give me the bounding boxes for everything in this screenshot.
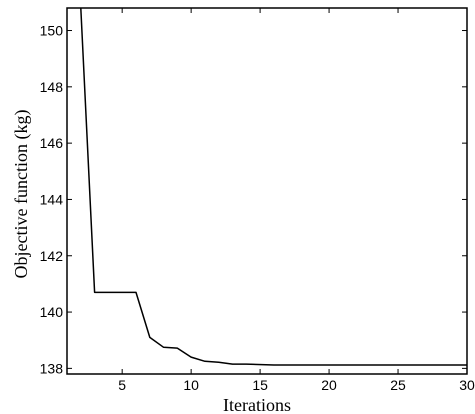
x-tick-label: 5 [118, 377, 126, 393]
y-tick-label: 142 [40, 248, 64, 264]
plot-area [66, 7, 468, 375]
x-tick-label: 10 [183, 377, 199, 393]
y-tick-label: 138 [40, 360, 64, 376]
x-tick-label: 30 [459, 377, 475, 393]
plot-frame [66, 7, 468, 375]
x-axis-title: Iterations [223, 395, 291, 414]
x-tick-label: 15 [252, 377, 268, 393]
y-axis-ticks: 138 140 142 144 146 148 150 [40, 23, 467, 376]
x-tick-label: 25 [390, 377, 406, 393]
y-tick-label: 146 [40, 135, 64, 151]
y-axis-title: Objective function (kg) [11, 110, 32, 279]
objective-series-line [80, 7, 467, 366]
x-tick-label: 20 [321, 377, 337, 393]
y-tick-label: 148 [40, 79, 64, 95]
x-axis-ticks: 5 10 15 20 25 30 [118, 8, 475, 393]
y-tick-label: 150 [40, 23, 64, 39]
y-tick-label: 140 [40, 304, 64, 320]
y-tick-label: 144 [40, 191, 64, 207]
